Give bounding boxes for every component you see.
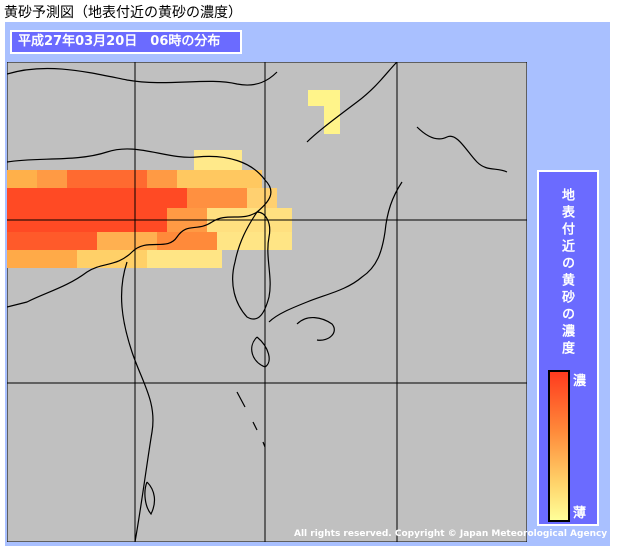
page-title: 黄砂予測図（地表付近の黄砂の濃度）: [4, 5, 242, 21]
map: [7, 62, 527, 542]
legend: 地表付近の黄砂の濃度 濃 薄: [537, 170, 599, 526]
legend-high: 濃: [573, 374, 587, 389]
coastlines: [7, 62, 508, 542]
date-label: 平成27年03月20日 06時の分布: [10, 30, 242, 54]
legend-title: 地表付近の黄砂の濃度: [559, 188, 574, 358]
copyright: All rights reserved. Copyright © Japan M…: [294, 529, 608, 539]
graticule: [7, 62, 527, 542]
legend-low: 薄: [573, 506, 587, 521]
color-bar: [548, 370, 570, 522]
